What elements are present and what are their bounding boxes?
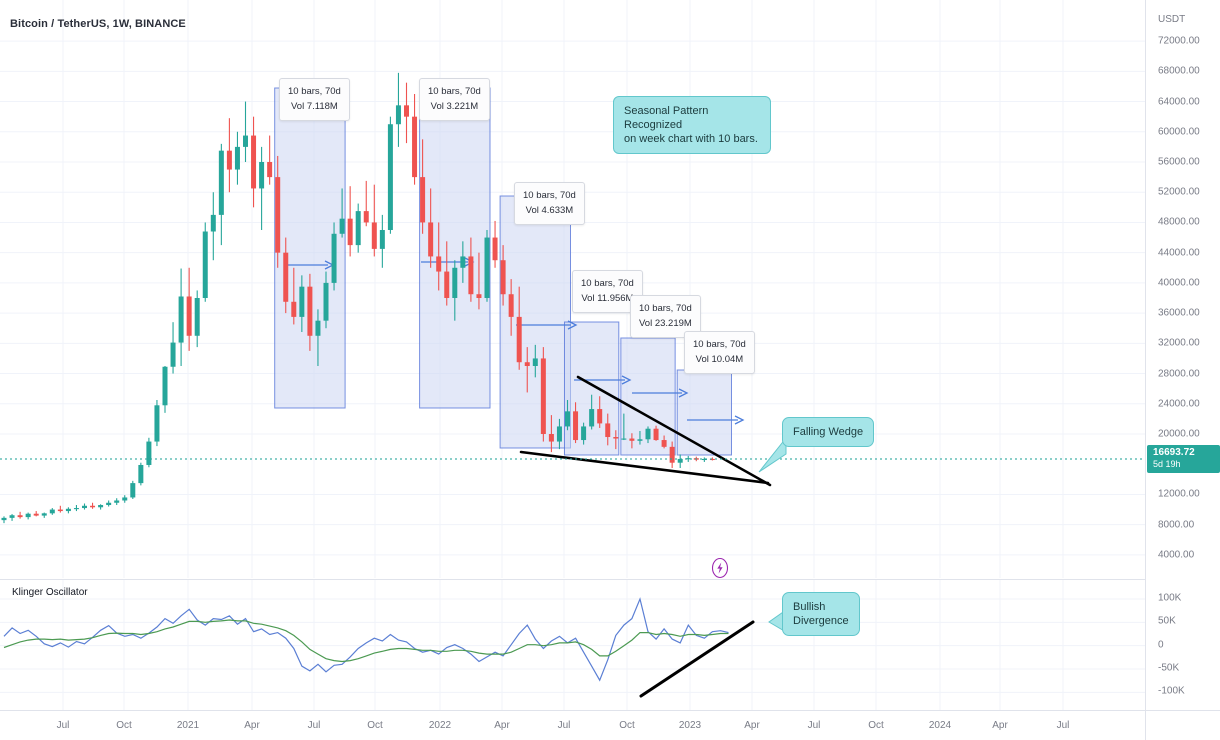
last-price-badge[interactable]: 16693.72 5d 19h [1147, 444, 1220, 473]
pattern-volume-label: Vol 3.221M [430, 101, 479, 112]
callout-bullish-divergence[interactable]: Bullish Divergence [782, 592, 860, 636]
pattern-bars-label: 10 bars, 70d [639, 303, 692, 314]
time-axis-tick: 2024 [928, 720, 952, 731]
axis-corner [1145, 710, 1220, 740]
price-axis-tick: 72000.00 [1158, 35, 1200, 47]
klinger-axis-tick: 100K [1158, 592, 1182, 604]
price-axis-tick: 56000.00 [1158, 156, 1200, 168]
main-price-pane[interactable] [0, 0, 1145, 578]
klinger-oscillator-pane[interactable] [0, 579, 1145, 710]
klinger-axis-tick: -50K [1158, 662, 1180, 674]
pattern-tooltip-3[interactable]: 10 bars, 70d Vol 4.633M [514, 182, 585, 225]
time-axis-tick: Oct [116, 720, 132, 731]
pattern-bars-label: 10 bars, 70d [523, 190, 576, 201]
time-axis[interactable]: Jul Oct 2021 Apr Jul Oct 2022 Apr Jul Oct 2023 Apr J… [0, 710, 1145, 740]
price-axis-tick: 32000.00 [1158, 337, 1200, 349]
pattern-volume-label: Vol 23.219M [639, 318, 692, 329]
price-axis-tick: 60000.00 [1158, 126, 1200, 138]
price-axis-tick: 4000.00 [1158, 549, 1195, 561]
last-price-value: 16693.72 [1153, 446, 1195, 458]
price-axis-tick: 64000.00 [1158, 96, 1200, 108]
time-axis-tick: Jul [557, 720, 571, 731]
price-axis-tick: 44000.00 [1158, 247, 1200, 259]
pattern-bars-label: 10 bars, 70d [428, 86, 481, 97]
time-axis-tick: Oct [619, 720, 635, 731]
price-axis-tick: 52000.00 [1158, 186, 1200, 198]
time-axis-tick: Apr [244, 720, 260, 731]
klinger-axis-tick: 50K [1158, 615, 1176, 627]
time-axis-tick: Apr [992, 720, 1008, 731]
lightning-event-icon[interactable] [711, 557, 729, 579]
price-chart-svg [0, 0, 1145, 578]
time-axis-tick: Apr [744, 720, 760, 731]
price-axis-tick: 20000.00 [1158, 428, 1200, 440]
time-axis-tick: Jul [56, 720, 70, 731]
time-axis-tick: Jul [807, 720, 821, 731]
price-axis-tick: 40000.00 [1158, 277, 1200, 289]
pattern-tooltip-2[interactable]: 10 bars, 70d Vol 3.221M [419, 78, 490, 121]
price-axis-tick: 8000.00 [1158, 519, 1195, 531]
time-axis-tick: Jul [307, 720, 321, 731]
pattern-tooltip-1[interactable]: 10 bars, 70d Vol 7.118M [279, 78, 350, 121]
time-axis-tick: Oct [367, 720, 383, 731]
time-axis-tick: 2023 [678, 720, 702, 731]
klinger-chart-svg [0, 580, 1145, 710]
pattern-volume-label: Vol 10.04M [695, 354, 744, 365]
klinger-indicator-label: Klinger Oscillator [12, 587, 88, 598]
price-axis-tick: 24000.00 [1158, 398, 1200, 410]
price-axis-tick: 68000.00 [1158, 65, 1200, 77]
time-axis-tick: Jul [1056, 720, 1070, 731]
pattern-tooltip-5[interactable]: 10 bars, 70d Vol 23.219M [630, 295, 701, 338]
time-axis-tick: Oct [868, 720, 884, 731]
pattern-bars-label: 10 bars, 70d [288, 86, 341, 97]
callout-seasonal-pattern[interactable]: Seasonal Pattern Recognized on week char… [613, 96, 771, 154]
callout-falling-wedge[interactable]: Falling Wedge [782, 417, 875, 447]
pattern-volume-label: Vol 4.633M [525, 205, 574, 216]
pattern-bars-label: 10 bars, 70d [581, 278, 634, 289]
time-axis-tick: 2021 [176, 720, 200, 731]
klinger-axis-tick: 0 [1158, 639, 1164, 651]
page-title: Bitcoin / TetherUS, 1W, BINANCE [10, 18, 186, 30]
pattern-volume-label: Vol 7.118M [291, 101, 338, 112]
pattern-bars-label: 10 bars, 70d [693, 339, 746, 350]
bar-countdown: 5d 19h [1153, 458, 1181, 469]
price-axis-tick: 36000.00 [1158, 307, 1200, 319]
price-axis[interactable]: USDT 72000.00 68000.00 64000.00 60000.00 560… [1145, 0, 1220, 710]
pattern-volume-label: Vol 11.956M [581, 293, 634, 304]
price-axis-unit: USDT [1158, 14, 1186, 25]
klinger-axis-tick: -100K [1158, 685, 1185, 697]
price-axis-tick: 48000.00 [1158, 216, 1200, 228]
time-axis-tick: 2022 [428, 720, 452, 731]
price-axis-tick: 28000.00 [1158, 368, 1200, 380]
time-axis-tick: Apr [494, 720, 510, 731]
pattern-tooltip-6[interactable]: 10 bars, 70d Vol 10.04M [684, 331, 755, 374]
price-axis-tick: 12000.00 [1158, 488, 1200, 500]
